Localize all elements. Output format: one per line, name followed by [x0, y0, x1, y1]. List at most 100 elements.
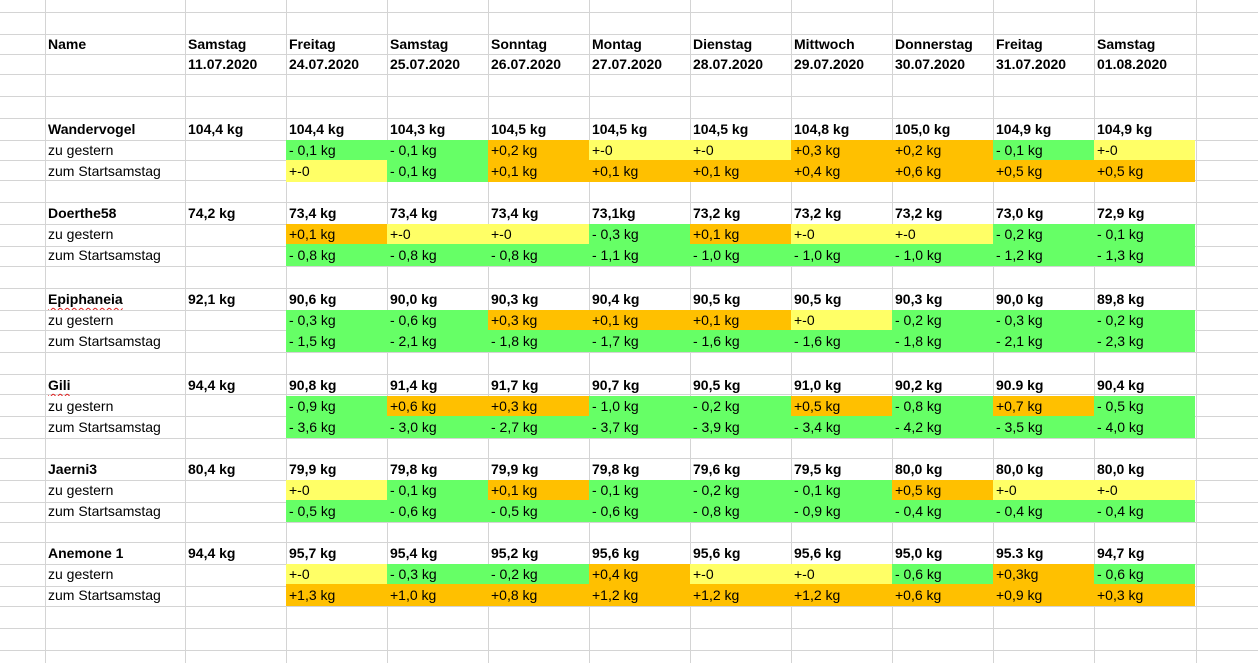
weight-cell[interactable]: 95,6 kg	[589, 542, 690, 564]
row-label-cell[interactable]: zum Startsamstag	[45, 416, 185, 438]
weight-cell[interactable]: 73,2 kg	[892, 202, 993, 224]
row-label-cell[interactable]: zu gestern	[45, 564, 185, 584]
delta-yesterday-cell[interactable]: +-0	[589, 140, 690, 160]
delta-yesterday-cell[interactable]: +-0	[488, 224, 589, 244]
weight-cell[interactable]: 79,6 kg	[690, 458, 791, 480]
row-label-cell[interactable]: zu gestern	[45, 310, 185, 330]
header-date-cell[interactable]: 29.07.2020	[791, 54, 892, 74]
weight-cell[interactable]: 90,5 kg	[791, 288, 892, 310]
header-day-cell[interactable]: Samstag	[185, 34, 286, 54]
delta-yesterday-cell[interactable]: +-0	[993, 480, 1094, 500]
delta-yesterday-cell[interactable]: - 1,0 kg	[589, 396, 690, 416]
weight-cell[interactable]: 89,8 kg	[1094, 288, 1195, 310]
weight-cell[interactable]: 90,0 kg	[387, 288, 488, 310]
delta-start-cell[interactable]: +0,4 kg	[791, 160, 892, 182]
header-date-cell[interactable]: 27.07.2020	[589, 54, 690, 74]
weight-cell[interactable]: 90.9 kg	[993, 374, 1094, 396]
delta-start-cell[interactable]: - 0,9 kg	[791, 500, 892, 522]
delta-yesterday-cell[interactable]: +-0	[690, 140, 791, 160]
delta-start-cell[interactable]: - 1,0 kg	[690, 244, 791, 266]
delta-start-cell[interactable]: +1,2 kg	[791, 584, 892, 606]
delta-start-cell[interactable]: - 1,6 kg	[791, 330, 892, 352]
weight-cell[interactable]: 90,4 kg	[1094, 374, 1195, 396]
weight-cell[interactable]: 80,0 kg	[993, 458, 1094, 480]
delta-start-cell[interactable]: - 3,6 kg	[286, 416, 387, 438]
delta-start-cell[interactable]: - 0,5 kg	[488, 500, 589, 522]
weight-cell[interactable]: 91,0 kg	[791, 374, 892, 396]
delta-yesterday-cell[interactable]: - 0,1 kg	[589, 480, 690, 500]
header-day-cell[interactable]: Samstag	[1094, 34, 1195, 54]
delta-yesterday-cell[interactable]: - 0,5 kg	[1094, 396, 1195, 416]
delta-start-cell[interactable]: - 1,2 kg	[993, 244, 1094, 266]
delta-yesterday-cell[interactable]: - 0,2 kg	[892, 310, 993, 330]
weight-cell[interactable]: 95.3 kg	[993, 542, 1094, 564]
weight-cell[interactable]: 90,0 kg	[993, 288, 1094, 310]
delta-yesterday-cell[interactable]: +0,5 kg	[892, 480, 993, 500]
delta-start-cell[interactable]: - 0,8 kg	[387, 244, 488, 266]
weight-cell[interactable]: 90,3 kg	[892, 288, 993, 310]
delta-start-cell[interactable]: - 1,8 kg	[892, 330, 993, 352]
delta-yesterday-cell[interactable]: +0,1 kg	[286, 224, 387, 244]
delta-start-cell[interactable]: - 0,8 kg	[690, 500, 791, 522]
weight-cell[interactable]: 95,2 kg	[488, 542, 589, 564]
delta-start-cell[interactable]: - 3,0 kg	[387, 416, 488, 438]
delta-yesterday-cell[interactable]: +0,5 kg	[791, 396, 892, 416]
delta-start-cell[interactable]: - 3,7 kg	[589, 416, 690, 438]
delta-start-cell[interactable]: +0,1 kg	[488, 160, 589, 182]
weight-cell[interactable]: 79,9 kg	[488, 458, 589, 480]
delta-yesterday-cell[interactable]: - 0,2 kg	[1094, 310, 1195, 330]
delta-yesterday-cell[interactable]: - 0,1 kg	[387, 140, 488, 160]
delta-yesterday-cell[interactable]: +0,3 kg	[488, 396, 589, 416]
weight-cell[interactable]: 79,8 kg	[589, 458, 690, 480]
weight-cell[interactable]: 95,6 kg	[690, 542, 791, 564]
weight-cell[interactable]: 94,7 kg	[1094, 542, 1195, 564]
delta-yesterday-cell[interactable]: +0,1 kg	[589, 310, 690, 330]
delta-start-cell[interactable]: +1,0 kg	[387, 584, 488, 606]
delta-start-cell[interactable]: - 0,4 kg	[1094, 500, 1195, 522]
delta-yesterday-cell[interactable]: +0,1 kg	[690, 224, 791, 244]
delta-yesterday-cell[interactable]: +-0	[791, 564, 892, 584]
delta-yesterday-cell[interactable]: - 0,3 kg	[993, 310, 1094, 330]
delta-start-cell[interactable]: +0,6 kg	[892, 160, 993, 182]
header-day-cell[interactable]: Mittwoch	[791, 34, 892, 54]
delta-yesterday-cell[interactable]: +-0	[286, 564, 387, 584]
weight-cell[interactable]: 94,4 kg	[185, 374, 286, 396]
header-day-cell[interactable]: Sonntag	[488, 34, 589, 54]
delta-yesterday-cell[interactable]: - 0,2 kg	[993, 224, 1094, 244]
weight-cell[interactable]: 79,8 kg	[387, 458, 488, 480]
delta-start-cell[interactable]: - 0,8 kg	[286, 244, 387, 266]
delta-yesterday-cell[interactable]: +-0	[690, 564, 791, 584]
header-day-cell[interactable]: Donnerstag	[892, 34, 993, 54]
weight-cell[interactable]: 105,0 kg	[892, 118, 993, 140]
delta-yesterday-cell[interactable]: - 0,9 kg	[286, 396, 387, 416]
delta-yesterday-cell[interactable]: +0,4 kg	[589, 564, 690, 584]
header-date-cell[interactable]: 24.07.2020	[286, 54, 387, 74]
weight-cell[interactable]: 94,4 kg	[185, 542, 286, 564]
header-date-cell[interactable]: 25.07.2020	[387, 54, 488, 74]
delta-yesterday-cell[interactable]: +0,1 kg	[488, 480, 589, 500]
delta-yesterday-cell[interactable]: +0,6 kg	[387, 396, 488, 416]
weight-cell[interactable]: 104,9 kg	[993, 118, 1094, 140]
header-date-cell[interactable]: 30.07.2020	[892, 54, 993, 74]
weight-cell[interactable]: 104,5 kg	[589, 118, 690, 140]
delta-start-cell[interactable]: - 1,8 kg	[488, 330, 589, 352]
delta-start-cell[interactable]: +0,8 kg	[488, 584, 589, 606]
delta-start-cell[interactable]: +1,2 kg	[690, 584, 791, 606]
weight-cell[interactable]: 104,4 kg	[185, 118, 286, 140]
delta-start-cell[interactable]: +0,3 kg	[1094, 584, 1195, 606]
delta-start-cell[interactable]: +1,3 kg	[286, 584, 387, 606]
weight-cell[interactable]: 90,4 kg	[589, 288, 690, 310]
header-day-cell[interactable]: Samstag	[387, 34, 488, 54]
delta-start-cell[interactable]: - 1,5 kg	[286, 330, 387, 352]
delta-yesterday-cell[interactable]: - 0,1 kg	[791, 480, 892, 500]
weight-cell[interactable]: 95,4 kg	[387, 542, 488, 564]
weight-cell[interactable]: 104,4 kg	[286, 118, 387, 140]
delta-start-cell[interactable]: - 2,1 kg	[387, 330, 488, 352]
delta-start-cell[interactable]: +1,2 kg	[589, 584, 690, 606]
weight-cell[interactable]: 95,6 kg	[791, 542, 892, 564]
header-date-cell[interactable]: 26.07.2020	[488, 54, 589, 74]
row-label-cell[interactable]: zu gestern	[45, 140, 185, 160]
delta-yesterday-cell[interactable]: - 0,6 kg	[892, 564, 993, 584]
delta-start-cell[interactable]: - 3,9 kg	[690, 416, 791, 438]
